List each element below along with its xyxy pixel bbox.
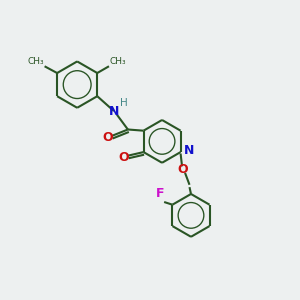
Text: F: F xyxy=(155,187,164,200)
Text: H: H xyxy=(120,98,128,108)
Text: N: N xyxy=(109,105,120,118)
Text: O: O xyxy=(177,163,188,176)
Text: N: N xyxy=(184,144,194,157)
Text: O: O xyxy=(103,131,113,144)
Text: O: O xyxy=(118,151,129,164)
Text: CH₃: CH₃ xyxy=(27,57,44,66)
Text: CH₃: CH₃ xyxy=(109,57,126,66)
